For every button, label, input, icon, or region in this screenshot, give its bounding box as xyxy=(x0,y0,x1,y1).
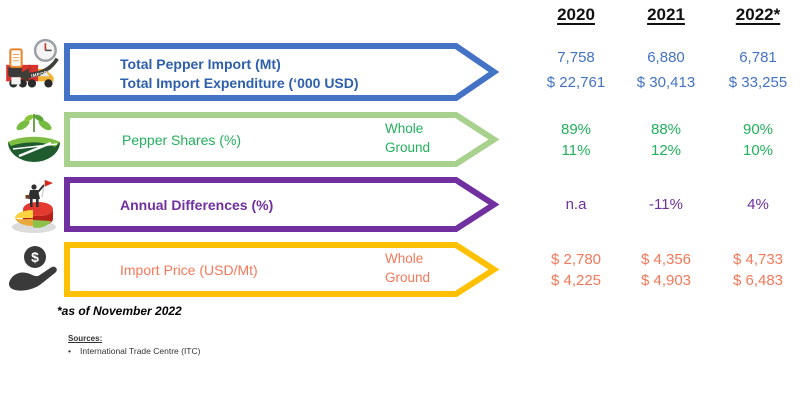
value: $ 4,356 xyxy=(640,251,692,268)
values-shares-2021: 88% 12% xyxy=(620,119,712,161)
values-price-2021: $ 4,356 $ 4,903 xyxy=(620,249,712,291)
money-hand-icon: $ xyxy=(6,242,62,305)
value: n.a xyxy=(565,196,587,213)
source-text: International Trade Centre (ITC) xyxy=(80,346,201,356)
value: 6,880 xyxy=(647,49,685,66)
import-truck-icon: IMPORT xyxy=(3,37,63,108)
values-imports-2020: 7,758 $ 22,761 xyxy=(530,45,622,95)
value: $ 22,761 xyxy=(546,74,606,91)
sublabel-whole: Whole xyxy=(385,121,424,136)
value: 89% xyxy=(560,121,592,138)
banner-import-price xyxy=(64,242,500,297)
value: 6,781 xyxy=(739,49,777,66)
sublabels-pepper-shares: Whole Ground xyxy=(385,120,430,157)
sublabel-ground: Ground xyxy=(385,139,431,155)
value: $ 4,903 xyxy=(640,272,692,289)
values-shares-2020: 89% 11% xyxy=(530,119,622,161)
sublabel-ground: Ground xyxy=(385,269,431,285)
banner-annual-differences xyxy=(64,177,500,232)
sublabels-import-price: Whole Ground xyxy=(385,250,430,287)
value: -11% xyxy=(649,196,683,213)
sources-title: Sources: xyxy=(68,334,103,343)
label-line: Total Import Expenditure (‘000 USD) xyxy=(120,75,359,91)
import-arrow-label: IMPORT xyxy=(31,69,52,78)
value: 7,758 xyxy=(557,49,595,66)
values-diff-2022: 4% xyxy=(712,195,800,215)
value: 90% xyxy=(742,121,774,138)
pie-chart-flag-icon xyxy=(7,178,59,240)
values-price-2020: $ 2,780 $ 4,225 xyxy=(530,249,622,291)
row-label-pepper-shares: Pepper Shares (%) xyxy=(122,132,242,148)
values-imports-2022: 6,781 $ 33,255 xyxy=(712,45,800,95)
value: $ 33,255 xyxy=(728,74,788,91)
value: 4% xyxy=(747,196,769,213)
value: 10% xyxy=(742,142,774,159)
value: 12% xyxy=(650,142,682,159)
dollar-sign: $ xyxy=(31,249,39,265)
values-price-2022: $ 4,733 $ 6,483 xyxy=(712,249,800,291)
value: $ 4,225 xyxy=(550,272,602,289)
value: 11% xyxy=(561,142,591,159)
source-item: • International Trade Centre (ITC) xyxy=(68,346,200,356)
values-shares-2022: 90% 10% xyxy=(712,119,800,161)
banner-pepper-shares xyxy=(64,112,500,167)
year-header-2021: 2021 xyxy=(647,5,685,24)
footnote: *as of November 2022 xyxy=(57,304,182,318)
value: $ 4,733 xyxy=(732,251,784,268)
row-label-annual-differences: Annual Differences (%) xyxy=(120,197,274,213)
year-header-2020: 2020 xyxy=(557,5,595,24)
values-imports-2021: 6,880 $ 30,413 xyxy=(620,45,712,95)
row-label-total-imports: Total Pepper Import (Mt) Total Import Ex… xyxy=(120,55,359,93)
value: 88% xyxy=(650,121,682,138)
value: $ 30,413 xyxy=(636,74,696,91)
bullet-icon: • xyxy=(68,346,71,356)
row-label-import-price: Import Price (USD/Mt) xyxy=(120,262,258,278)
label-line: Total Pepper Import (Mt) xyxy=(120,56,281,72)
year-header-2022: 2022* xyxy=(735,5,781,24)
agriculture-field-icon xyxy=(6,110,62,173)
value: $ 2,780 xyxy=(550,251,602,268)
banner-total-imports xyxy=(64,43,500,101)
sublabel-whole: Whole xyxy=(385,251,424,266)
values-diff-2021: -11% xyxy=(620,195,712,215)
value: $ 6,483 xyxy=(732,272,784,289)
values-diff-2020: n.a xyxy=(530,195,622,215)
